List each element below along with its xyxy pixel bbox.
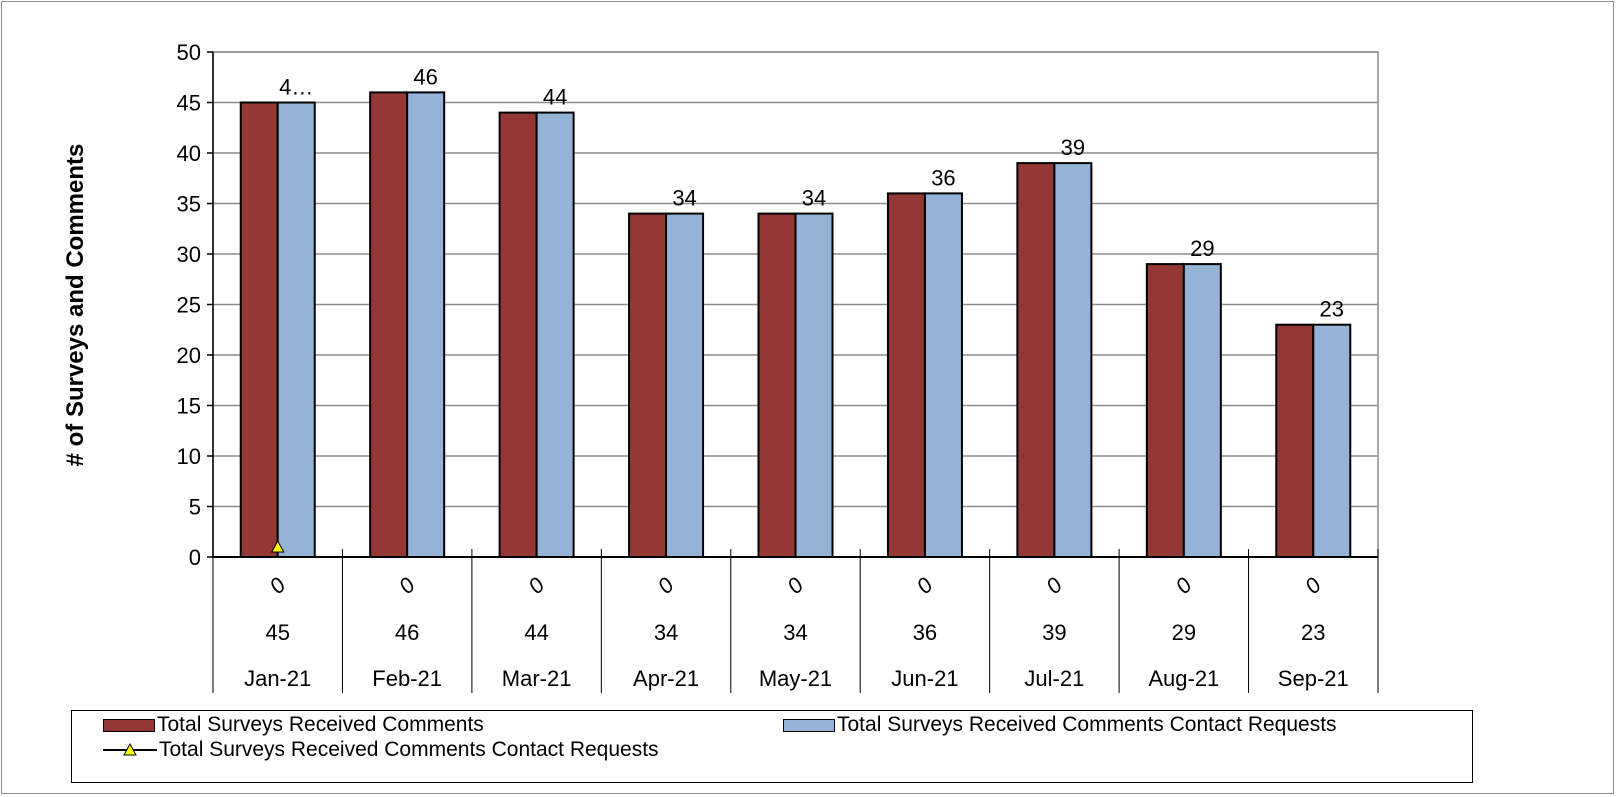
legend-item-contact-requests-line: Total Surveys Received Comments Contact … bbox=[103, 738, 659, 762]
y-tick-label: 20 bbox=[177, 343, 201, 368]
y-tick-label: 15 bbox=[177, 394, 201, 419]
line-series-marker bbox=[270, 539, 285, 553]
y-tick-label: 0 bbox=[189, 545, 201, 570]
bar-contact-requests bbox=[794, 212, 834, 558]
bar-contact-requests bbox=[665, 212, 705, 558]
legend-item-comments: Total Surveys Received Comments bbox=[103, 713, 484, 737]
table-cell-zero: 0 bbox=[653, 572, 680, 599]
legend-swatch-comments bbox=[103, 718, 155, 732]
table-cell-count: 46 bbox=[395, 620, 419, 645]
bar-contact-requests bbox=[1182, 263, 1222, 558]
bar-comments bbox=[369, 91, 409, 559]
bar-contact-requests bbox=[276, 101, 316, 558]
y-tick-label: 30 bbox=[177, 242, 201, 267]
bar-data-label: 34 bbox=[802, 186, 826, 211]
bar-comments bbox=[628, 212, 668, 558]
bar-data-label: 46 bbox=[413, 64, 437, 89]
bar-data-label: 23 bbox=[1320, 297, 1344, 322]
y-tick-label: 10 bbox=[177, 444, 201, 469]
table-cell-zero: 0 bbox=[782, 572, 809, 599]
legend-label-contact-requests-bar: Total Surveys Received Comments Contact … bbox=[837, 713, 1337, 736]
bar-comments bbox=[498, 111, 538, 558]
bar-contact-requests bbox=[406, 91, 446, 559]
bar-data-label: 34 bbox=[672, 186, 696, 211]
y-tick-label: 35 bbox=[177, 192, 201, 217]
legend-label-contact-requests-line: Total Surveys Received Comments Contact … bbox=[159, 738, 659, 761]
category-label: Aug-21 bbox=[1148, 666, 1219, 691]
category-label: Feb-21 bbox=[372, 666, 442, 691]
bar-contact-requests bbox=[535, 111, 575, 558]
table-cell-zero: 0 bbox=[1041, 572, 1068, 599]
bar-comments bbox=[239, 101, 279, 558]
bar-data-label: 29 bbox=[1190, 236, 1214, 261]
table-cell-count: 29 bbox=[1172, 620, 1196, 645]
bar-data-label: 39 bbox=[1061, 135, 1085, 160]
y-axis-label: # of Surveys and Comments bbox=[62, 143, 89, 467]
y-tick-label: 25 bbox=[177, 293, 201, 318]
bar-contact-requests bbox=[923, 192, 963, 558]
bar-comments bbox=[1275, 323, 1315, 559]
table-cell-zero: 0 bbox=[1170, 572, 1197, 599]
table-cell-count: 36 bbox=[913, 620, 937, 645]
table-cell-zero: 0 bbox=[911, 572, 938, 599]
y-tick-label: 45 bbox=[177, 91, 201, 116]
bar-comments bbox=[1145, 263, 1185, 558]
table-cell-zero: 0 bbox=[264, 572, 291, 599]
table-cell-count: 34 bbox=[783, 620, 807, 645]
table-cell-count: 45 bbox=[265, 620, 289, 645]
table-cell-zero: 0 bbox=[523, 572, 550, 599]
bar-contact-requests bbox=[1053, 162, 1093, 558]
bar-data-label: 36 bbox=[931, 165, 955, 190]
category-label: Apr-21 bbox=[633, 666, 699, 691]
table-cell-zero: 0 bbox=[1300, 572, 1327, 599]
y-tick-label: 50 bbox=[177, 40, 201, 65]
triangle-marker-icon bbox=[103, 742, 157, 756]
category-label: Jun-21 bbox=[891, 666, 958, 691]
legend-label-comments: Total Surveys Received Comments bbox=[157, 713, 484, 736]
bar-data-label: 4… bbox=[279, 75, 313, 100]
bar-data-label: 44 bbox=[543, 85, 567, 110]
bar-comments bbox=[886, 192, 926, 558]
y-tick-label: 40 bbox=[177, 141, 201, 166]
y-tick-label: 5 bbox=[189, 495, 201, 520]
bar-comments bbox=[1016, 162, 1056, 558]
legend-item-contact-requests-bar: Total Surveys Received Comments Contact … bbox=[783, 713, 1337, 737]
category-label: Jul-21 bbox=[1024, 666, 1084, 691]
category-label: Mar-21 bbox=[502, 666, 572, 691]
category-label: Jan-21 bbox=[244, 666, 311, 691]
bar-contact-requests bbox=[1312, 323, 1352, 559]
table-cell-count: 44 bbox=[524, 620, 548, 645]
table-cell-count: 23 bbox=[1301, 620, 1325, 645]
category-label: May-21 bbox=[759, 666, 832, 691]
table-cell-count: 34 bbox=[654, 620, 678, 645]
table-cell-count: 39 bbox=[1042, 620, 1066, 645]
legend: Total Surveys Received Comments Total Su… bbox=[71, 710, 1473, 783]
category-label: Sep-21 bbox=[1278, 666, 1349, 691]
legend-swatch-contact-requests-bar bbox=[783, 718, 835, 732]
bar-comments bbox=[757, 212, 797, 558]
table-cell-zero: 0 bbox=[394, 572, 421, 599]
